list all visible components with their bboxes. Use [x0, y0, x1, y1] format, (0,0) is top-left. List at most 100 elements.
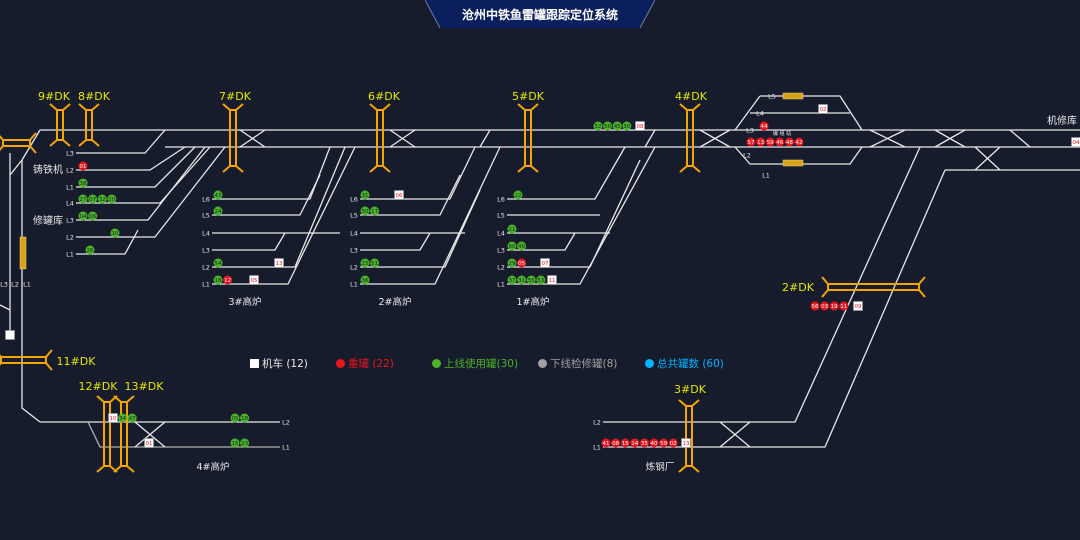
- tank-marker-online[interactable]: 22: [513, 190, 523, 200]
- tank-marker-loco[interactable]: 04: [1071, 137, 1080, 147]
- tank-marker-full[interactable]: 11: [839, 301, 849, 311]
- crane-5dk[interactable]: 5#DK: [512, 90, 545, 173]
- tank-marker-online[interactable]: 38: [78, 178, 88, 188]
- tank-marker-loco[interactable]: 09: [853, 301, 863, 311]
- tank-marker-full[interactable]: 41: [601, 438, 611, 448]
- crane-9dk[interactable]: 9#DK: [38, 90, 71, 147]
- tank-marker-online[interactable]: 07: [88, 194, 98, 204]
- tank-marker-loco[interactable]: 10: [108, 413, 118, 423]
- tank-marker-online[interactable]: 30: [622, 121, 632, 131]
- tank-marker-loco[interactable]: 08: [635, 121, 645, 131]
- crane-11dk[interactable]: 11#DK: [0, 349, 96, 371]
- tank-marker-online[interactable]: 49: [517, 241, 527, 251]
- crane-8dk[interactable]: 8#DK: [78, 90, 111, 147]
- tank-marker-online[interactable]: 34: [118, 413, 128, 423]
- crane-2dk[interactable]: 2#DK: [782, 276, 926, 298]
- tank-marker-online[interactable]: 50: [360, 206, 370, 216]
- legend-item-locomotive[interactable]: 机车 (12): [250, 356, 308, 371]
- tank-marker-full[interactable]: 12: [223, 275, 233, 285]
- tank-marker-online[interactable]: 32: [97, 194, 107, 204]
- tank-marker-loco[interactable]: 11: [547, 275, 557, 285]
- tank-marker-full[interactable]: 19: [829, 301, 839, 311]
- tank-marker-loco[interactable]: 05: [249, 275, 259, 285]
- tank-marker-loco[interactable]: 01: [144, 438, 154, 448]
- tank-marker-loco[interactable]: 13: [681, 438, 691, 448]
- tank-marker-online[interactable]: 43: [213, 190, 223, 200]
- crane-label: 3#DK: [674, 383, 707, 396]
- cranes: 9#DK 8#DK 7#DK 6#DK 5#DK 4#DK 2#DK 11#DK 12#DK 13…: [0, 90, 926, 473]
- tank-marker-online[interactable]: 05: [230, 413, 240, 423]
- tank-marker-online[interactable]: 52: [593, 121, 603, 131]
- tank-marker-online[interactable]: 24: [213, 206, 223, 216]
- tank-marker-full[interactable]: 44: [759, 121, 769, 131]
- tank-marker-full[interactable]: 40: [649, 438, 659, 448]
- tank-marker-full[interactable]: 59: [659, 438, 669, 448]
- tank-marker-online[interactable]: 18: [240, 413, 250, 423]
- legend-item-online[interactable]: 上线使用罐(30): [432, 356, 518, 371]
- crane-4dk[interactable]: 4#DK: [675, 90, 708, 173]
- tank-marker-full[interactable]: 59: [765, 137, 775, 147]
- tank-marker-online[interactable]: 10: [110, 228, 120, 238]
- tank-marker-full[interactable]: 56: [810, 301, 820, 311]
- tank-marker-online[interactable]: 53: [536, 275, 546, 285]
- tank-marker-full[interactable]: 01: [78, 161, 88, 171]
- tank-marker-full[interactable]: 03: [820, 301, 830, 311]
- tank-marker-online[interactable]: 31: [360, 190, 370, 200]
- tank-marker-online[interactable]: 26: [85, 245, 95, 255]
- tank-marker-online[interactable]: 25: [360, 258, 370, 268]
- tank-marker-online[interactable]: 51: [370, 258, 380, 268]
- tank-marker-full[interactable]: 35: [639, 438, 649, 448]
- tank-marker-loco[interactable]: 07: [540, 258, 550, 268]
- tank-number: 06: [396, 193, 403, 199]
- crane-3dk[interactable]: 3#DK: [674, 383, 707, 473]
- tank-marker-full[interactable]: 46: [775, 137, 785, 147]
- crane-7dk[interactable]: 7#DK: [219, 90, 252, 173]
- tank-number: 11: [840, 304, 847, 310]
- tank-marker-online[interactable]: 55: [526, 275, 536, 285]
- tank-marker-full[interactable]: 15: [620, 438, 630, 448]
- tank-marker-full[interactable]: 08: [611, 438, 621, 448]
- tank-marker-online[interactable]: 27: [78, 194, 88, 204]
- tank-marker-full[interactable]: 48: [784, 137, 794, 147]
- crane-12dk[interactable]: 12#DK: [79, 380, 119, 473]
- tank-marker-online[interactable]: 06: [88, 211, 98, 221]
- tank-marker-loco[interactable]: 13: [274, 258, 284, 268]
- tank-marker-online[interactable]: 60: [507, 241, 517, 251]
- crane-6dk[interactable]: 6#DK: [368, 90, 401, 173]
- tank-marker-loco[interactable]: 06: [394, 190, 404, 200]
- tank-marker-online[interactable]: 54: [213, 258, 223, 268]
- tank-marker-full[interactable]: 14: [630, 438, 640, 448]
- tank-marker-full[interactable]: 13: [756, 137, 766, 147]
- tank-marker-online[interactable]: 36: [360, 275, 370, 285]
- legend-item-total[interactable]: 总共罐数 (60): [645, 356, 724, 371]
- tank-marker-online[interactable]: 20: [107, 194, 117, 204]
- tank-marker-online[interactable]: 31: [517, 275, 527, 285]
- legend-item-full[interactable]: 重罐 (22): [336, 356, 394, 371]
- tank-marker-online[interactable]: 37: [507, 275, 517, 285]
- tank-marker-online[interactable]: 04: [78, 211, 88, 221]
- tank-marker-loco[interactable]: [5, 330, 15, 340]
- tank-marker-full[interactable]: 42: [794, 137, 804, 147]
- tank-number: 02: [820, 107, 827, 113]
- tank-marker-online[interactable]: 23: [240, 438, 250, 448]
- tank-marker-full[interactable]: 05: [517, 258, 527, 268]
- tank-number: 18: [241, 416, 248, 422]
- crane-13dk[interactable]: 13#DK: [113, 380, 164, 473]
- tank-marker-full[interactable]: 02: [668, 438, 678, 448]
- tank-marker-online[interactable]: 29: [507, 258, 517, 268]
- tank-marker-full[interactable]: 57: [746, 137, 756, 147]
- legend-item-offline[interactable]: 下线检修罐(8): [538, 356, 617, 371]
- tank-marker-online[interactable]: 18: [213, 275, 223, 285]
- tank-number: 07: [542, 261, 549, 267]
- tank-marker-online[interactable]: 17: [370, 206, 380, 216]
- tank-marker-online[interactable]: 50: [603, 121, 613, 131]
- locomotive-swatch-icon: [250, 359, 259, 368]
- tank-marker-online[interactable]: 15: [230, 438, 240, 448]
- tank-marker-online[interactable]: 45: [612, 121, 622, 131]
- track-label-a5: L5: [202, 212, 210, 220]
- tank-marker-online[interactable]: 47: [127, 413, 137, 423]
- track-label-s5: L5: [768, 93, 776, 101]
- tank-marker-loco[interactable]: 02: [818, 104, 828, 114]
- track-label-d4: L4: [497, 230, 505, 238]
- tank-marker-online[interactable]: 21: [507, 224, 517, 234]
